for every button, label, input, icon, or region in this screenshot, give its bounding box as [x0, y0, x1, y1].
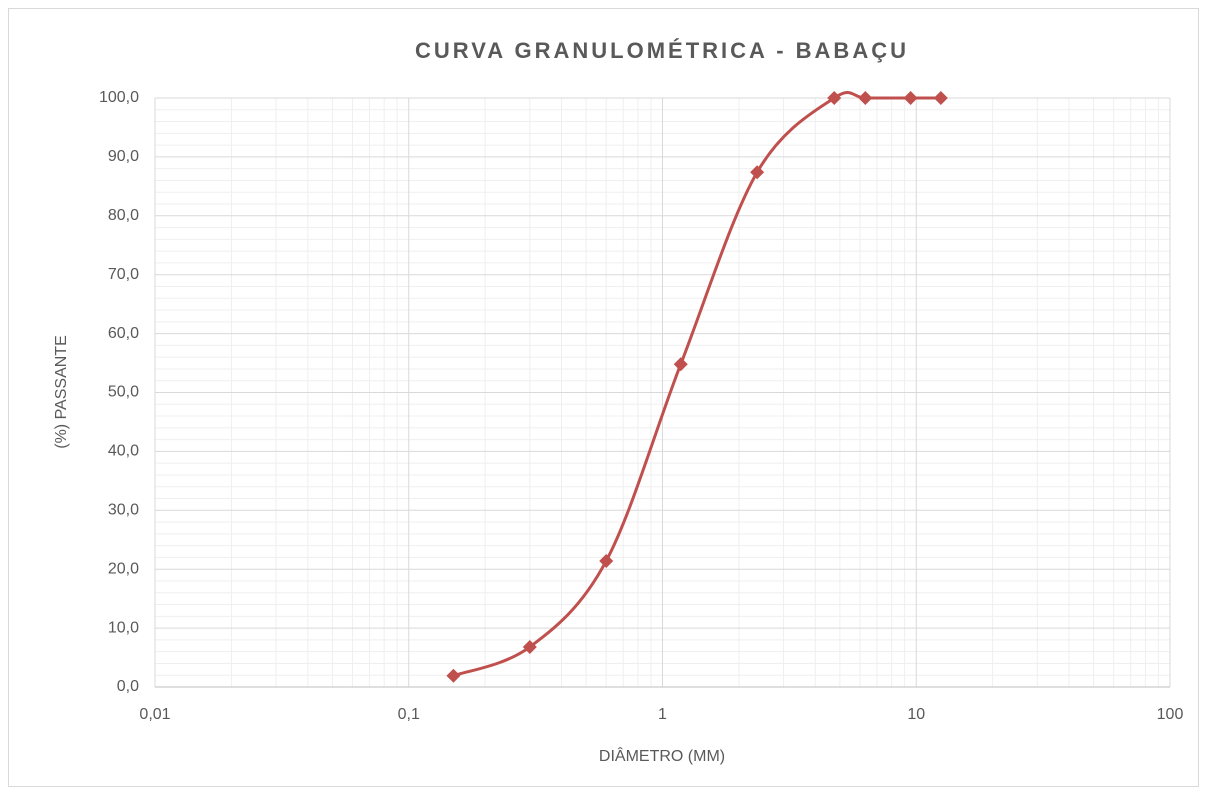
x-tick-label: 100: [1157, 706, 1184, 723]
x-tick-label: 10: [907, 706, 925, 723]
data-point: [903, 91, 918, 105]
y-tick-label: 60,0: [108, 325, 139, 342]
x-axis-title: DIÂMETRO (MM): [599, 746, 725, 765]
data-point: [858, 91, 873, 105]
x-tick-label: 0,01: [139, 706, 170, 723]
y-tick-label: 20,0: [108, 560, 139, 577]
series-line: [452, 91, 941, 678]
x-tick-label: 1: [658, 706, 667, 723]
y-tick-label: 0,0: [117, 678, 139, 695]
x-tick-label: 0,1: [398, 706, 420, 723]
data-point: [446, 668, 461, 683]
y-tick-label: 40,0: [108, 443, 139, 460]
data-point: [522, 639, 537, 654]
y-tick-label: 100,0: [99, 89, 139, 106]
y-tick-label: 80,0: [108, 207, 139, 224]
data-point: [827, 91, 842, 105]
data-point: [673, 357, 688, 372]
y-tick-label: 30,0: [108, 502, 139, 519]
chart-title: CURVA GRANULOMÉTRICA - BABAÇU: [415, 38, 909, 63]
y-tick-label: 70,0: [108, 266, 139, 283]
data-point: [599, 553, 614, 568]
data-point: [933, 91, 948, 105]
data-point: [750, 165, 765, 180]
y-tick-label: 90,0: [108, 148, 139, 165]
y-tick-label: 10,0: [108, 619, 139, 636]
chart-border: [8, 8, 1199, 787]
y-tick-label: 50,0: [108, 384, 139, 401]
y-axis-title: (%) PASSANTE: [53, 335, 70, 449]
